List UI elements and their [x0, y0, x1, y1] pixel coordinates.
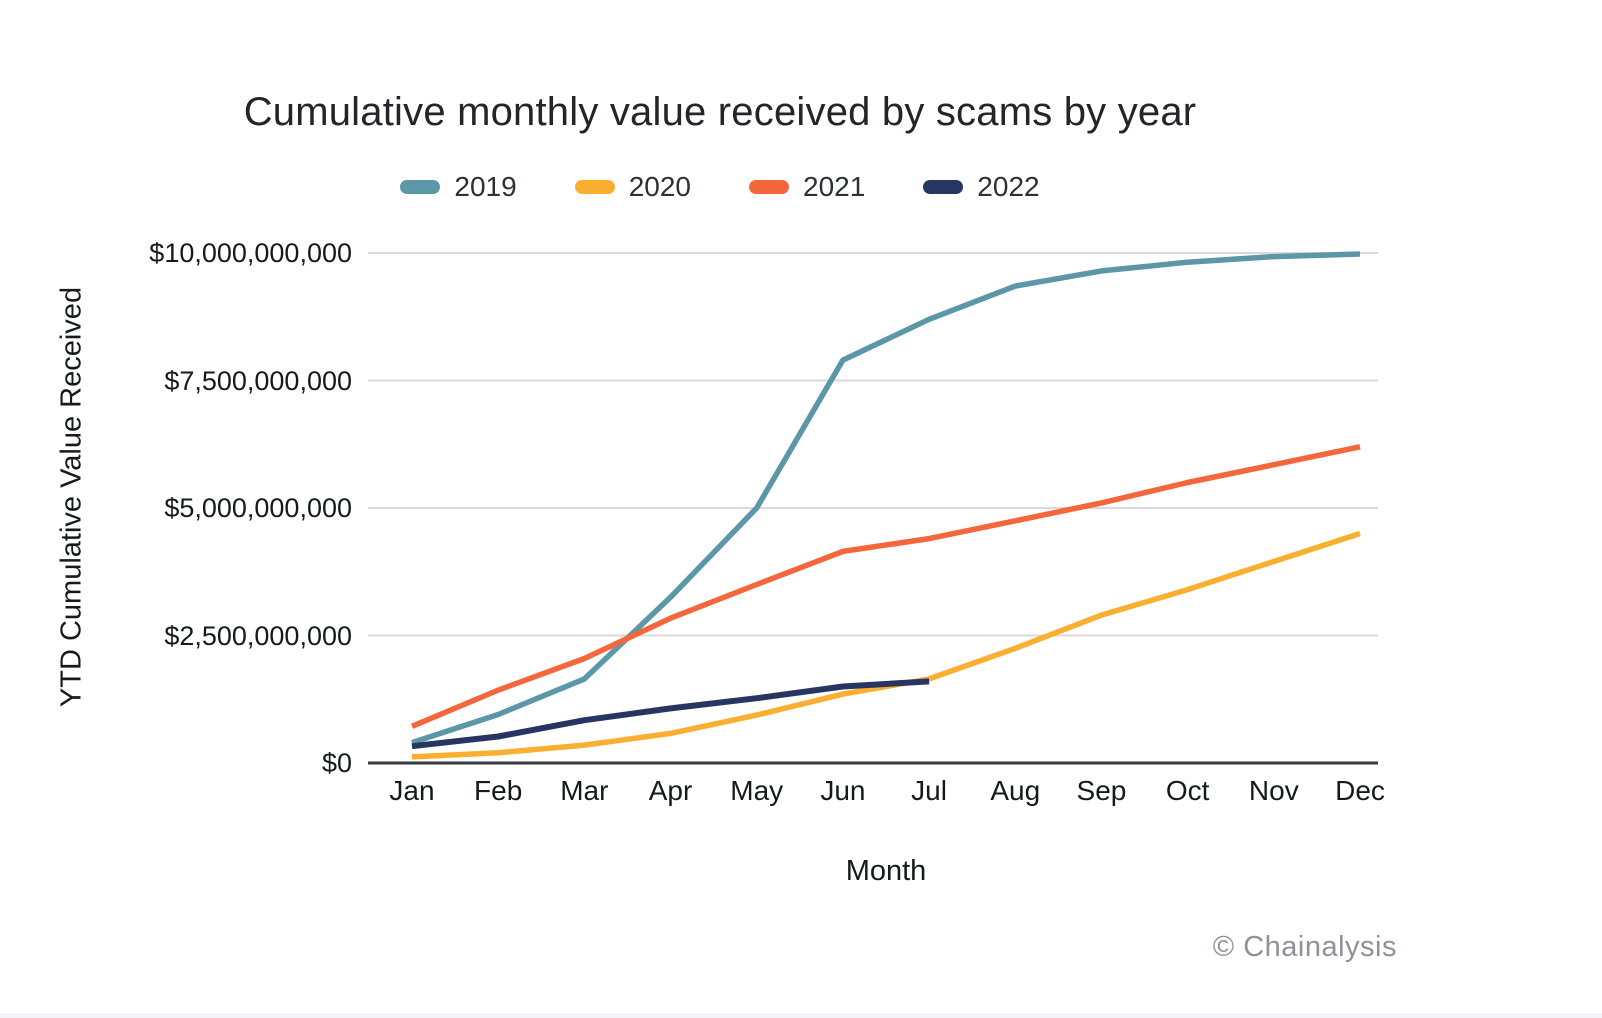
legend-swatch-2020 [574, 180, 615, 194]
x-tick-label-Feb: Feb [474, 775, 523, 806]
legend-item-2019: 2019 [400, 171, 517, 203]
x-tick-label-May: May [730, 775, 784, 806]
x-tick-label-Jan: Jan [389, 775, 435, 806]
legend-label: 2020 [628, 171, 691, 202]
x-tick-label-Dec: Dec [1335, 775, 1385, 806]
series-line-2019 [411, 251, 1361, 746]
series-line-2022 [411, 678, 930, 750]
legend: 2019 2020 2021 2022 [0, 171, 1440, 203]
chart-title: Cumulative monthly value received by sca… [243, 90, 1197, 134]
series-line-2021 [410, 444, 1361, 729]
legend-label: 2022 [977, 171, 1040, 202]
y-tick-label: $10,000,000,000 [149, 238, 352, 268]
y-tick-label: $7,500,000,000 [164, 365, 352, 396]
y-tick-label: $0 [321, 748, 352, 778]
legend-swatch-2019 [400, 180, 441, 194]
y-tick-label: $2,500,000,000 [164, 620, 352, 651]
bottom-edge-strip [0, 1013, 1602, 1018]
legend-swatch-2022 [923, 180, 964, 194]
legend-item-2022: 2022 [923, 171, 1040, 203]
legend-label: 2019 [454, 171, 517, 202]
legend-item-2021: 2021 [749, 171, 865, 203]
x-tick-label-Nov: Nov [1248, 775, 1299, 806]
copyright-credit: © Chainalysis [1212, 931, 1397, 963]
legend-item-2020: 2020 [574, 171, 691, 203]
x-axis-title: Month [845, 855, 927, 887]
y-tick-label: $5,000,000,000 [164, 493, 352, 523]
x-tick-label-Mar: Mar [560, 775, 609, 806]
x-tick-label-Apr: Apr [648, 775, 693, 806]
x-tick-label-Jul: Jul [911, 775, 947, 806]
x-tick-label-Aug: Aug [990, 775, 1041, 806]
x-tick-label-Sep: Sep [1076, 775, 1127, 806]
x-tick-label-Jun: Jun [820, 775, 866, 806]
legend-swatch-2021 [749, 180, 789, 194]
x-tick-label-Oct: Oct [1165, 775, 1210, 806]
legend-label: 2021 [803, 171, 866, 202]
